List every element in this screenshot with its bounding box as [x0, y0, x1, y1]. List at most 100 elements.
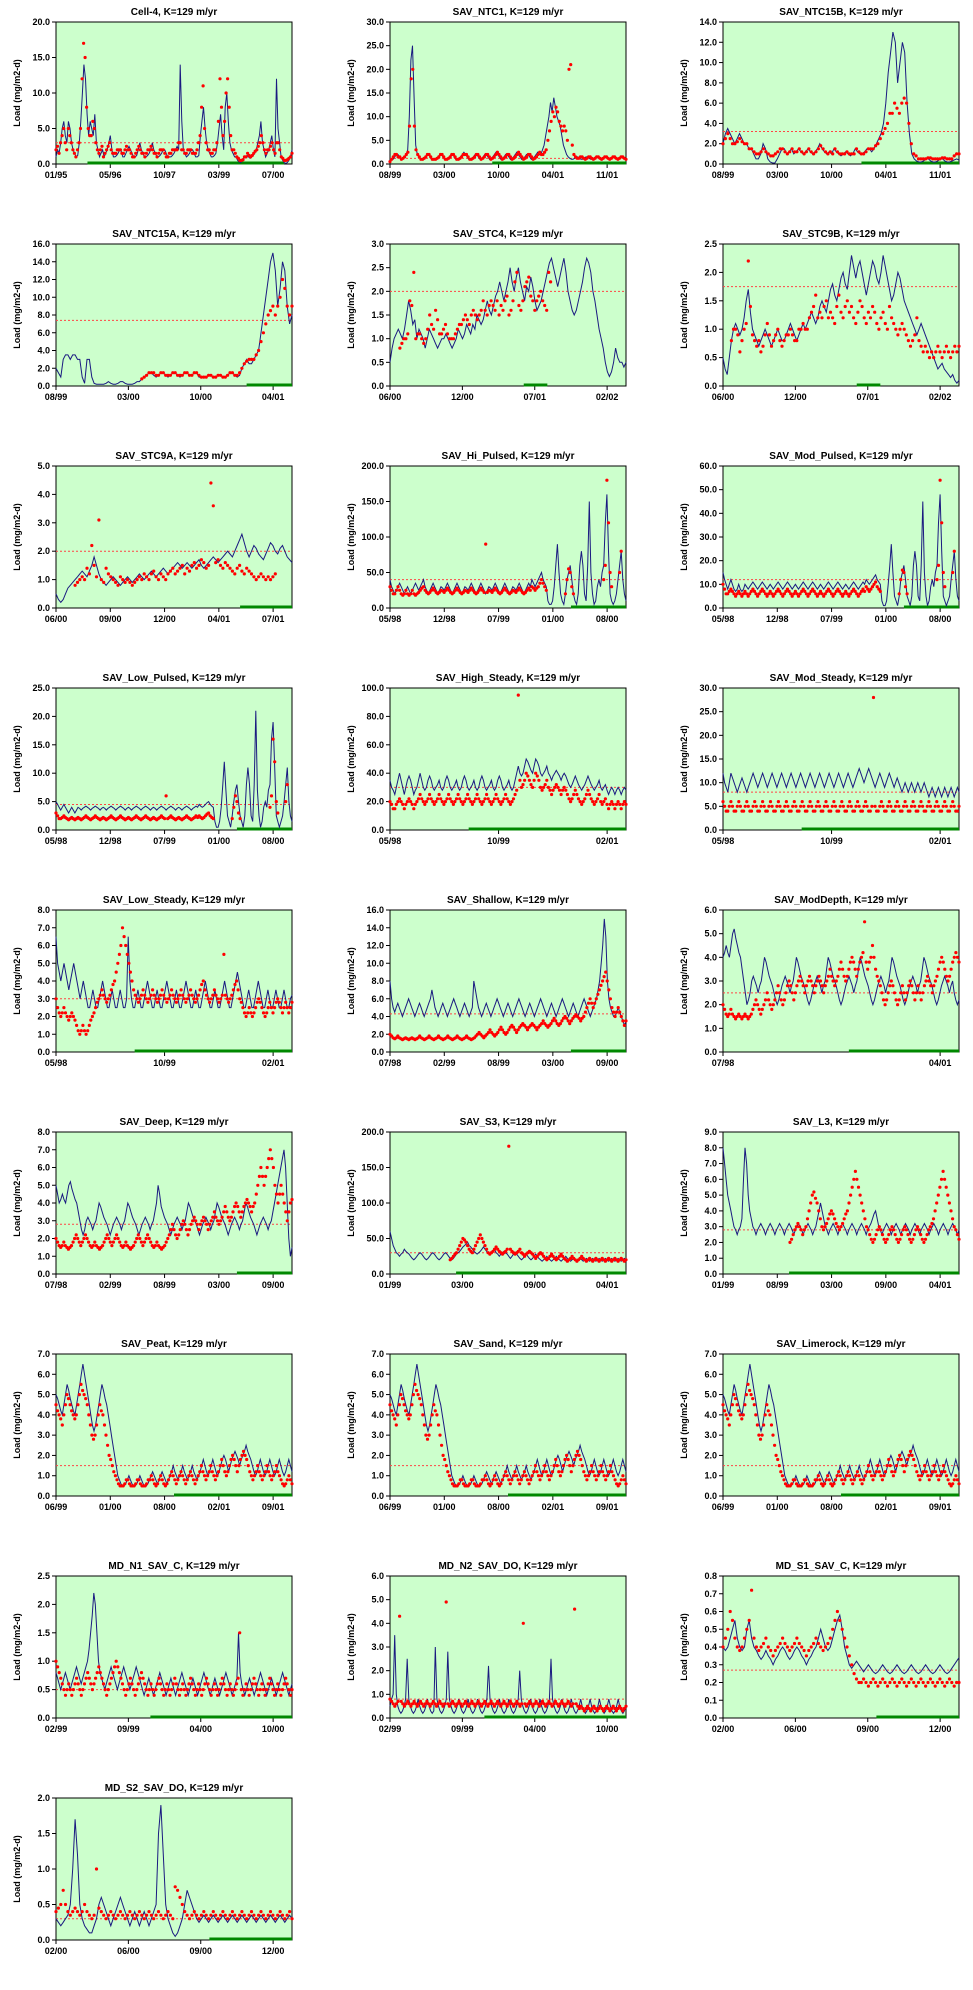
observed-point	[890, 316, 894, 320]
y-tick-label: 100.0	[361, 532, 384, 542]
observed-point	[140, 377, 144, 381]
observed-point	[60, 1244, 64, 1248]
observed-point	[783, 150, 787, 154]
observed-point	[955, 1233, 959, 1237]
chart-svg: SAV_Peat, K=129 m/yr0.01.02.03.04.05.06.…	[12, 1339, 294, 1512]
observed-point	[284, 1000, 288, 1004]
observed-point	[605, 1474, 609, 1478]
observed-point	[761, 344, 765, 348]
observed-point	[394, 152, 399, 157]
observed-point	[147, 997, 151, 1001]
observed-point	[928, 1225, 932, 1229]
x-tick-label: 08/00	[262, 836, 285, 846]
observed-point	[803, 991, 807, 995]
observed-point	[144, 1688, 148, 1692]
x-tick-label: 04/01	[929, 1058, 952, 1068]
observed-point	[71, 1688, 75, 1692]
y-axis-label: Load (mg/m2-d)	[12, 1391, 22, 1459]
observed-point	[555, 1464, 559, 1468]
observed-point	[257, 997, 261, 1001]
observed-point	[117, 1671, 121, 1675]
observed-point	[410, 588, 414, 592]
observed-point	[758, 1437, 763, 1441]
observed-point	[238, 1457, 242, 1462]
observed-point	[531, 586, 536, 590]
observed-point	[230, 993, 234, 997]
observed-point	[479, 1482, 483, 1486]
observed-point	[525, 280, 529, 284]
observed-point	[193, 1000, 197, 1004]
observed-point	[190, 1682, 194, 1686]
observed-point	[605, 802, 609, 806]
observed-point	[515, 1699, 519, 1703]
x-tick-label: 03/00	[820, 1280, 843, 1290]
observed-point	[198, 1688, 202, 1692]
observed-point	[447, 792, 451, 797]
observed-point	[238, 1631, 242, 1635]
observed-point	[147, 1236, 151, 1241]
observed-point	[543, 1464, 547, 1468]
observed-point	[513, 1470, 517, 1474]
observed-point	[204, 1676, 209, 1680]
observed-point	[170, 1688, 174, 1692]
observed-point	[801, 1233, 805, 1237]
observed-point	[497, 1028, 501, 1032]
observed-point	[273, 760, 277, 764]
observed-point	[406, 150, 410, 154]
observed-point	[541, 152, 545, 157]
y-tick-label: 25.0	[366, 41, 384, 51]
observed-point	[785, 984, 790, 988]
observed-point	[894, 998, 898, 1002]
observed-point	[206, 1228, 210, 1232]
observed-point	[467, 797, 471, 801]
observed-point	[938, 157, 942, 161]
observed-point	[809, 979, 813, 983]
observed-point	[185, 997, 190, 1001]
observed-point	[539, 1702, 543, 1706]
observed-point	[734, 1017, 738, 1021]
observed-point	[508, 1699, 512, 1703]
observed-point	[440, 332, 444, 336]
observed-point	[947, 809, 952, 813]
observed-point	[494, 152, 498, 157]
observed-point	[595, 797, 600, 801]
observed-point	[178, 566, 182, 570]
observed-point	[435, 1413, 439, 1417]
observed-point	[799, 1228, 803, 1232]
observed-point	[557, 1470, 561, 1474]
observed-point	[864, 585, 868, 589]
observed-point	[166, 1236, 170, 1241]
observed-point	[484, 542, 488, 546]
observed-point	[870, 804, 874, 808]
observed-point	[723, 1636, 727, 1640]
x-tick-label: 06/99	[45, 1502, 68, 1512]
observed-point	[398, 588, 402, 592]
observed-point	[735, 140, 739, 144]
observed-point	[885, 998, 889, 1002]
observed-point	[393, 592, 397, 596]
observed-point	[156, 373, 161, 377]
observed-point	[828, 1636, 832, 1640]
observed-point	[852, 1672, 856, 1676]
observed-point	[181, 1682, 185, 1686]
observed-point	[399, 1393, 403, 1397]
x-tick-label: 02/01	[208, 1502, 231, 1512]
observed-point	[180, 373, 184, 377]
observed-point	[941, 804, 945, 808]
observed-point	[278, 148, 282, 152]
observed-point	[796, 1221, 800, 1226]
observed-point	[543, 150, 547, 154]
observed-point	[283, 1917, 287, 1921]
observed-point	[229, 1215, 233, 1219]
observed-point	[773, 592, 777, 596]
observed-point	[953, 344, 957, 348]
observed-point	[941, 960, 945, 964]
observed-point	[235, 1682, 239, 1686]
observed-point	[624, 1258, 628, 1262]
observed-point	[869, 1237, 873, 1241]
observed-point	[876, 809, 880, 813]
observed-point	[94, 1867, 99, 1871]
observed-point	[941, 1464, 945, 1468]
observed-point	[404, 337, 408, 341]
observed-point	[820, 316, 824, 320]
